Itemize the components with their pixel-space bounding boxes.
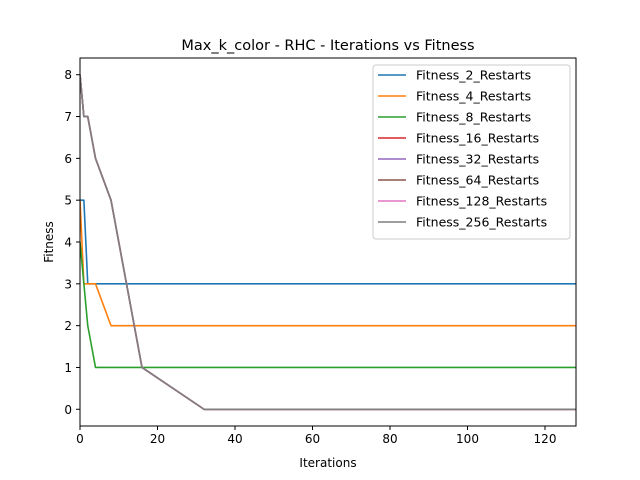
y-tick-label: 1 — [64, 361, 72, 375]
series-layer — [80, 74, 576, 411]
x-tick-label: 60 — [305, 432, 320, 446]
x-tick-label: 80 — [382, 432, 397, 446]
y-tick-label: 2 — [64, 319, 72, 333]
x-tick-label: 20 — [150, 432, 165, 446]
legend-label: Fitness_64_Restarts — [416, 173, 539, 188]
x-tick-label: 120 — [534, 432, 557, 446]
y-tick-label: 6 — [64, 152, 72, 166]
x-axis-label: Iterations — [299, 456, 356, 470]
series-line-1 — [80, 199, 576, 285]
x-tick-label: 0 — [76, 432, 84, 446]
y-axis-label: Fitness — [42, 221, 56, 263]
x-tick-label: 100 — [456, 432, 479, 446]
legend-label: Fitness_128_Restarts — [416, 194, 547, 209]
y-tick-label: 5 — [64, 194, 72, 208]
y-axis: 0 1 2 3 4 5 6 7 8 — [64, 68, 80, 417]
x-tick-label: 40 — [227, 432, 242, 446]
y-tick-label: 8 — [64, 68, 72, 82]
y-tick-label: 4 — [64, 236, 72, 250]
y-tick-label: 7 — [64, 110, 72, 124]
series-line-2 — [80, 200, 576, 327]
legend-label: Fitness_4_Restarts — [416, 89, 531, 104]
legend-label: Fitness_256_Restarts — [416, 215, 547, 230]
x-axis: 0 20 40 60 80 100 120 — [76, 426, 556, 446]
y-tick-label: 0 — [64, 403, 72, 417]
series-line-8 — [80, 74, 576, 411]
legend-label: Fitness_16_Restarts — [416, 131, 539, 146]
legend-box — [372, 64, 571, 240]
legend: Fitness_2_Restarts Fitness_4_Restarts Fitn… — [372, 64, 571, 240]
y-tick-label: 3 — [64, 277, 72, 291]
series-line-3 — [80, 241, 576, 369]
legend-label: Fitness_8_Restarts — [416, 110, 531, 125]
legend-label: Fitness_32_Restarts — [416, 152, 539, 167]
legend-label: Fitness_2_Restarts — [416, 68, 531, 83]
chart-title: Max_k_color - RHC - Iterations vs Fitnes… — [181, 38, 474, 54]
